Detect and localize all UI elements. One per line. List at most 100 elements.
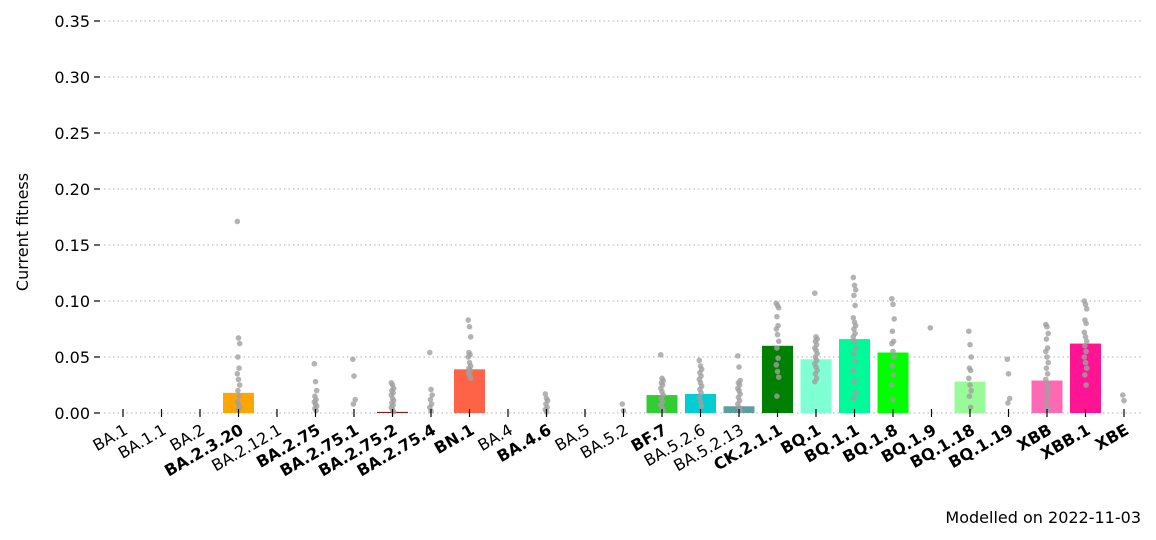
point-BQ.1.18 xyxy=(967,341,973,348)
point-BQ.1.19 xyxy=(1005,400,1011,406)
point-BQ.1.18 xyxy=(966,328,972,335)
point-BN.1 xyxy=(465,317,472,323)
point-BA.2.75.1 xyxy=(350,401,357,407)
point-XBB xyxy=(1044,394,1051,401)
point-BN.1 xyxy=(467,334,474,340)
point-BA.2.75.4 xyxy=(428,386,434,393)
point-BQ.1.8 xyxy=(891,354,897,360)
point-BA.2.3.20 xyxy=(234,371,241,377)
point-BQ.1.1 xyxy=(850,315,857,321)
point-XBB xyxy=(1044,323,1050,330)
point-BA.5.2.6 xyxy=(697,399,704,405)
point-BQ.1.8 xyxy=(889,328,896,335)
point-XBB xyxy=(1045,406,1051,413)
point-BQ.1.18 xyxy=(968,387,974,394)
point-XBB.1 xyxy=(1081,354,1088,360)
point-XBB.1 xyxy=(1083,348,1089,355)
point-XBB.1 xyxy=(1081,329,1088,336)
point-BQ.1.1 xyxy=(851,326,857,332)
point-XBE xyxy=(1120,392,1126,398)
y-axis-label: Current fitness xyxy=(13,173,32,291)
point-BQ.1.1 xyxy=(851,395,857,402)
point-BQ.1.8 xyxy=(889,340,895,347)
point-BA.2.3.20 xyxy=(235,335,242,341)
point-BA.2.75.1 xyxy=(351,373,357,379)
point-XBB.1 xyxy=(1082,372,1088,378)
point-BA.2.75 xyxy=(311,360,318,367)
point-BQ.1.8 xyxy=(890,372,897,378)
point-CK.2.1.1 xyxy=(775,374,782,380)
point-BQ.1.18 xyxy=(966,393,973,400)
point-CK.2.1.1 xyxy=(773,362,780,368)
point-BQ.1.18 xyxy=(968,354,974,360)
sample-points xyxy=(234,218,1127,415)
point-XBB.1 xyxy=(1083,338,1090,345)
point-BQ.1.18 xyxy=(967,382,973,388)
x-tick-label: XBE xyxy=(1092,420,1132,454)
y-axis-ticks: 0.00 0.05 0.10 0.15 0.20 0.25 0.30 0.35 xyxy=(54,12,100,423)
point-BQ.1.19 xyxy=(1006,395,1013,402)
point-XBB xyxy=(1044,381,1050,387)
point-XBB.1 xyxy=(1082,359,1089,366)
point-XBB.1 xyxy=(1082,301,1089,308)
point-XBB xyxy=(1045,330,1051,337)
point-BQ.1.19 xyxy=(1005,371,1012,377)
point-BQ.1.18 xyxy=(967,367,974,374)
point-XBB.1 xyxy=(1083,365,1090,372)
point-XBB.1 xyxy=(1083,306,1090,312)
point-CK.2.1.1 xyxy=(773,326,780,332)
point-BQ.1.8 xyxy=(890,301,896,308)
point-BQ.1.8 xyxy=(889,363,896,369)
point-BA.2.75.4 xyxy=(427,349,433,356)
point-CK.2.1.1 xyxy=(774,393,780,400)
y-tick-label: 0.15 xyxy=(54,236,90,255)
point-XBB.1 xyxy=(1082,334,1089,340)
point-XBB xyxy=(1045,385,1051,392)
y-tick-label: 0.25 xyxy=(54,124,90,143)
point-BA.2.3.20 xyxy=(236,382,243,388)
modelled-date-note: Modelled on 2022-11-03 xyxy=(945,508,1141,527)
y-tick-label: 0.30 xyxy=(54,68,90,87)
point-BQ.1.1 xyxy=(850,274,857,281)
point-BQ.1.1 xyxy=(851,378,858,385)
y-tick-label: 0.20 xyxy=(54,180,90,199)
point-BQ.1.1 xyxy=(852,302,858,309)
gridlines xyxy=(104,20,1141,414)
point-BQ.1.8 xyxy=(889,295,895,302)
point-BQ.1.9 xyxy=(927,325,934,331)
point-CK.2.1.1 xyxy=(775,355,781,361)
point-XBB.1 xyxy=(1083,382,1089,388)
point-BA.2.75.1 xyxy=(350,356,356,363)
point-XBB xyxy=(1044,371,1051,377)
point-BQ.1.1 xyxy=(851,350,857,357)
point-CK.2.1.1 xyxy=(775,304,782,311)
point-BA.5.2.13 xyxy=(737,407,743,414)
point-BA.2.75.1 xyxy=(352,396,359,403)
point-BA.5.2.13 xyxy=(736,364,742,370)
point-BQ.1.1 xyxy=(851,282,858,289)
point-BF.7 xyxy=(660,407,666,414)
point-BA.2.3.20 xyxy=(236,340,243,347)
point-BQ.1 xyxy=(812,290,818,296)
point-BQ.1.1 xyxy=(852,390,859,396)
point-XBB xyxy=(1044,354,1050,360)
point-XBB xyxy=(1043,376,1049,383)
point-BA.5.2.6 xyxy=(698,390,704,396)
point-XBB xyxy=(1043,365,1050,372)
x-tick-label: BN.1 xyxy=(431,420,478,458)
point-CK.2.1.1 xyxy=(774,313,780,320)
point-BA.2.75 xyxy=(313,387,320,394)
point-BN.1 xyxy=(466,323,473,330)
point-BQ.1.19 xyxy=(1004,356,1011,363)
point-CK.2.1.1 xyxy=(774,345,780,351)
point-XBB xyxy=(1043,336,1050,342)
point-BA.2.75 xyxy=(312,378,319,385)
point-XBB.1 xyxy=(1083,320,1089,327)
y-tick-label: 0.00 xyxy=(54,404,90,423)
point-BA.2.3.20 xyxy=(236,393,242,400)
point-BA.5.2.6 xyxy=(696,357,703,364)
point-BA.2.3.20 xyxy=(236,365,242,372)
point-BQ.1.1 xyxy=(852,287,859,293)
point-BA.5.2.6 xyxy=(696,394,703,401)
